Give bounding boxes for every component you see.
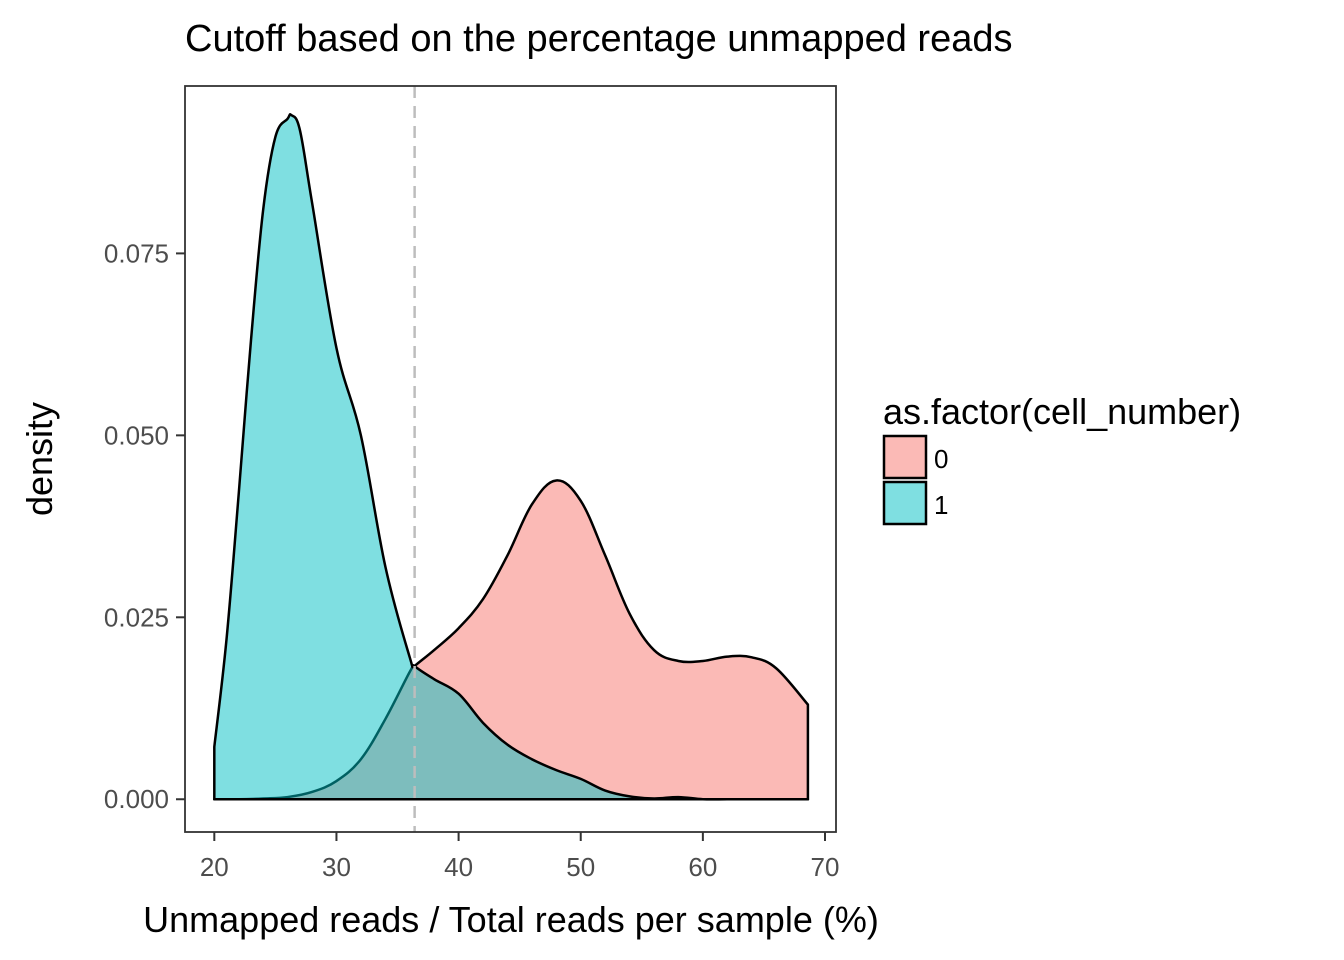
y-tick-label: 0.075 xyxy=(104,238,169,268)
y-tick-label: 0.025 xyxy=(104,602,169,632)
x-axis-title: Unmapped reads / Total reads per sample … xyxy=(143,899,879,940)
legend: as.factor(cell_number) 0 1 xyxy=(882,391,1241,526)
panel-border xyxy=(184,85,837,833)
x-tick-label: 70 xyxy=(811,852,840,882)
legend-key-1 xyxy=(882,480,928,526)
x-tick-label: 50 xyxy=(566,852,595,882)
x-tick-label: 30 xyxy=(322,852,351,882)
y-tick-label: 0.050 xyxy=(104,420,169,450)
plot-area: 20 30 40 50 60 70 0.000 0.025 0.050 0.075 xyxy=(104,85,840,882)
legend-label-0: 0 xyxy=(934,444,948,474)
x-tick-label: 20 xyxy=(200,852,229,882)
x-tick-label: 60 xyxy=(688,852,717,882)
y-axis-title: density xyxy=(19,402,60,516)
legend-title: as.factor(cell_number) xyxy=(883,391,1241,432)
y-tick-label: 0.000 xyxy=(104,784,169,814)
density-area-1 xyxy=(213,113,810,801)
x-tick-label: 40 xyxy=(444,852,473,882)
legend-label-1: 1 xyxy=(934,490,948,520)
legend-key-0 xyxy=(882,434,928,480)
chart-title: Cutoff based on the percentage unmapped … xyxy=(185,18,1012,60)
